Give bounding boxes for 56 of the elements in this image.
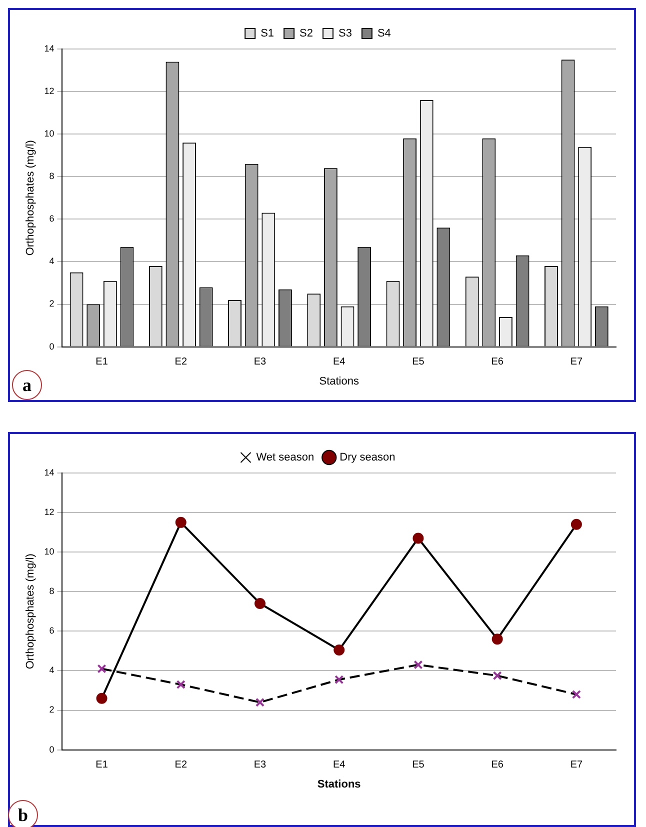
x-tick-label: E3 [254,760,267,771]
point [412,532,424,544]
point [96,692,108,704]
legend-label: Wet season [256,452,314,464]
point [414,660,423,670]
point [175,516,186,528]
y-tick-label: 4 [49,665,54,676]
y-tick-label: 8 [49,586,54,596]
point [572,690,581,699]
y-axis-title: Orthophosphates (mg/l) [24,140,37,256]
y-tick-label: 12 [44,86,54,96]
y-tick-label: 2 [49,298,54,309]
x-tick-label: E6 [491,356,504,368]
point [492,634,503,645]
x-tick-label: E1 [96,356,108,368]
point [334,675,344,684]
point [334,644,345,656]
y-tick-label: 2 [49,704,54,715]
y-tick-label: 4 [49,256,54,266]
y-tick-label: 6 [49,626,54,636]
y-axis-title: Orthophosphates (mg/l) [24,554,37,670]
point [254,598,266,609]
x-tick-label: E5 [412,356,425,368]
x-tick-label: E5 [412,760,425,771]
legend-label: S3 [338,28,352,40]
y-tick-label: 6 [49,214,54,224]
point [255,698,265,707]
x-tick-label: E2 [174,356,188,368]
x-tick-label: E4 [332,356,346,368]
legend-label: S2 [300,28,314,40]
text: a [12,370,42,400]
point [176,680,186,690]
y-tick-label: 10 [44,546,54,557]
y-tick-label: 14 [44,467,54,478]
text: b [8,800,38,827]
x-tick-label: E7 [570,760,583,771]
x-axis-title: Stations [319,375,360,388]
y-tick-label: 0 [49,341,54,352]
point [97,664,106,674]
x-tick-label: E1 [96,760,108,771]
x-tick-label: E2 [174,760,188,771]
point [492,671,502,680]
x-tick-label: E6 [491,760,504,771]
y-tick-label: 10 [44,128,54,139]
legend-label: Dry season [340,452,396,464]
y-tick-label: 8 [49,171,54,182]
point [570,518,582,530]
y-tick-label: 12 [44,507,54,518]
y-tick-label: 0 [49,744,54,754]
legend-label: S4 [377,28,391,40]
x-tick-label: E4 [332,760,346,771]
x-tick-label: E7 [570,356,583,368]
x-axis-title: Stations [317,778,361,790]
x-tick-label: E3 [254,356,267,368]
y-tick-label: 14 [44,43,54,54]
legend-label: S1 [260,28,274,40]
